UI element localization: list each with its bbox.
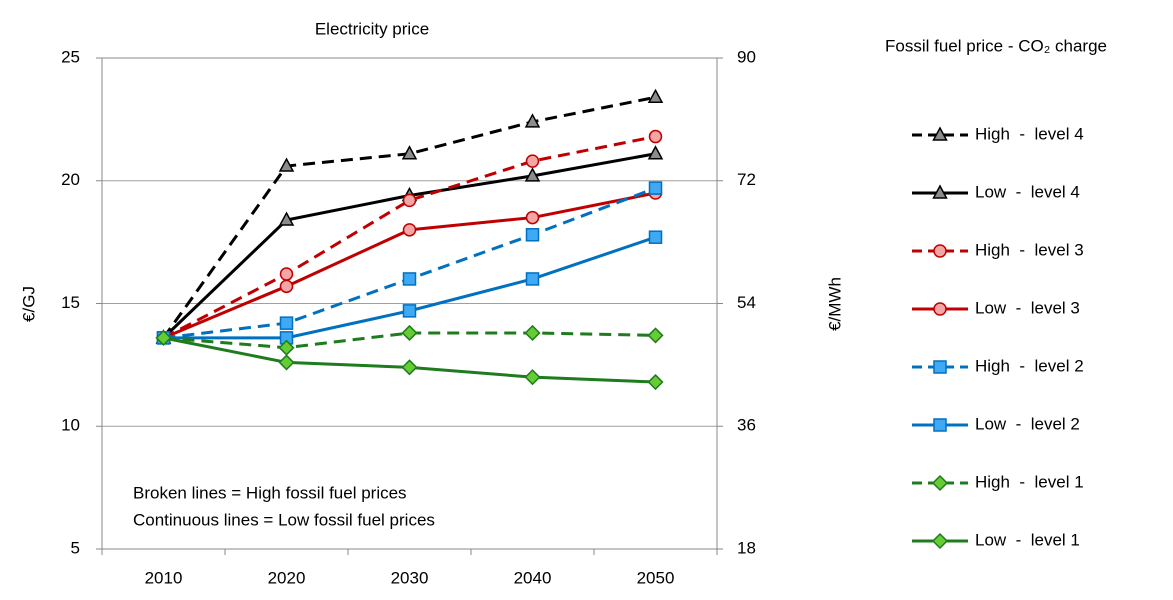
marker [279,279,294,294]
marker [524,167,541,182]
y2-tick-label: 90 [737,47,756,66]
x-tick-label: 2050 [637,568,675,587]
marker [278,157,295,172]
marker [931,474,949,492]
legend-label: Low - level 4 [975,182,1080,201]
legend-label: High - level 1 [975,472,1084,491]
marker [647,373,664,391]
marker [647,145,664,160]
legend-label: High - level 3 [975,240,1084,259]
x-tick-label: 2040 [514,568,552,587]
annotation: Broken lines = High fossil fuel prices [133,483,407,502]
y-tick-label: 25 [61,47,80,66]
marker [279,267,294,281]
y2-axis-label: €/MWh [825,277,844,331]
x-tick-label: 2010 [145,568,183,587]
y-tick-label: 15 [61,293,80,312]
marker [402,304,417,318]
series-line [163,235,656,340]
y2-tick-label: 18 [737,538,756,557]
marker [524,113,541,128]
legend-label: Low - level 3 [975,298,1080,317]
y-axis-label: €/GJ [19,286,38,322]
marker [402,272,417,286]
plot-frame [101,57,718,550]
y2-tick-label: 54 [737,293,756,312]
marker [648,230,663,244]
legend-label: Low - level 2 [975,414,1080,433]
x-tick-label: 2030 [391,568,429,587]
marker [524,369,541,386]
marker [932,184,948,199]
x-tick-label: 2020 [268,568,306,587]
marker [647,88,664,104]
marker [402,193,417,208]
marker [402,223,417,237]
chart-title: Electricity price [315,19,429,38]
marker [278,354,295,371]
legend-title: Fossil fuel price - CO₂ charge [885,36,1107,55]
marker [525,210,540,225]
marker [155,329,172,346]
y-tick-label: 10 [61,416,80,435]
marker [278,211,295,226]
marker [933,244,947,258]
legend-label: High - level 4 [975,124,1084,143]
legend-label: High - level 2 [975,356,1084,375]
marker [524,324,541,342]
marker [279,316,294,330]
marker [931,532,949,550]
marker [648,129,663,144]
marker [933,418,947,432]
marker [525,228,540,242]
marker [933,302,947,316]
marker [525,272,540,286]
marker [401,359,418,376]
y-tick-label: 5 [71,538,80,557]
y-tick-label: 20 [61,170,80,189]
marker [525,154,540,168]
y2-tick-label: 72 [737,170,756,189]
marker [932,126,948,141]
marker [401,324,418,342]
y2-tick-label: 36 [737,416,756,435]
marker [933,360,947,374]
marker [647,327,664,344]
marker [401,145,418,160]
marker [648,181,663,195]
annotation: Continuous lines = Low fossil fuel price… [133,510,435,529]
legend-label: Low - level 1 [975,530,1080,549]
